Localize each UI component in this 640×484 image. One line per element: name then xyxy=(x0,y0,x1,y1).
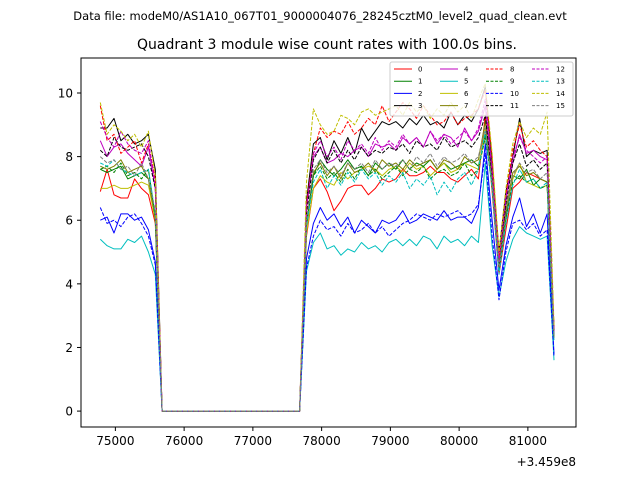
legend-label-8: 8 xyxy=(510,66,514,74)
y-tick-label: 6 xyxy=(65,214,73,228)
legend-label-9: 9 xyxy=(510,78,514,86)
x-tick-label: 79000 xyxy=(371,434,409,448)
legend-label-13: 13 xyxy=(556,78,565,86)
legend-label-7: 7 xyxy=(464,102,468,110)
legend-label-14: 14 xyxy=(556,90,565,98)
legend-label-6: 6 xyxy=(464,90,469,98)
x-axis-ticks: 75000 76000 77000 78000 79000 80000 81000 xyxy=(96,427,547,448)
y-tick-label: 2 xyxy=(65,341,73,355)
y-tick-label: 0 xyxy=(65,405,73,419)
x-tick-label: 76000 xyxy=(165,434,203,448)
y-tick-label: 4 xyxy=(65,277,73,291)
legend-label-1: 1 xyxy=(418,78,422,86)
x-axis-offset-label: +3.459e8 xyxy=(517,455,576,469)
legend-label-3: 3 xyxy=(418,102,422,110)
legend-label-0: 0 xyxy=(418,66,422,74)
legend-box xyxy=(389,61,574,117)
y-axis-ticks: 0 2 4 6 8 10 xyxy=(58,86,81,419)
legend-label-12: 12 xyxy=(556,66,565,74)
series-layer xyxy=(99,82,555,412)
x-tick-label: 75000 xyxy=(96,434,134,448)
legend-label-10: 10 xyxy=(510,90,519,98)
plot-area: 75000 76000 77000 78000 79000 80000 81000 0 2 4 6… xyxy=(58,57,577,469)
legend-label-2: 2 xyxy=(418,90,422,98)
series-line-15 xyxy=(99,127,555,412)
suptitle: Data file: modeM0/AS1A10_067T01_90000040… xyxy=(73,9,567,23)
legend-label-11: 11 xyxy=(510,102,519,110)
x-tick-label: 81000 xyxy=(509,434,547,448)
x-tick-label: 80000 xyxy=(440,434,478,448)
chart-title: Quadrant 3 module wise count rates with … xyxy=(137,37,517,53)
axes-frame xyxy=(80,57,577,428)
y-tick-label: 8 xyxy=(65,150,73,164)
y-tick-label: 10 xyxy=(58,86,73,100)
legend-label-4: 4 xyxy=(464,66,469,74)
legend-label-5: 5 xyxy=(464,78,468,86)
x-tick-label: 78000 xyxy=(303,434,341,448)
x-tick-label: 77000 xyxy=(234,434,272,448)
legend-label-15: 15 xyxy=(556,102,565,110)
